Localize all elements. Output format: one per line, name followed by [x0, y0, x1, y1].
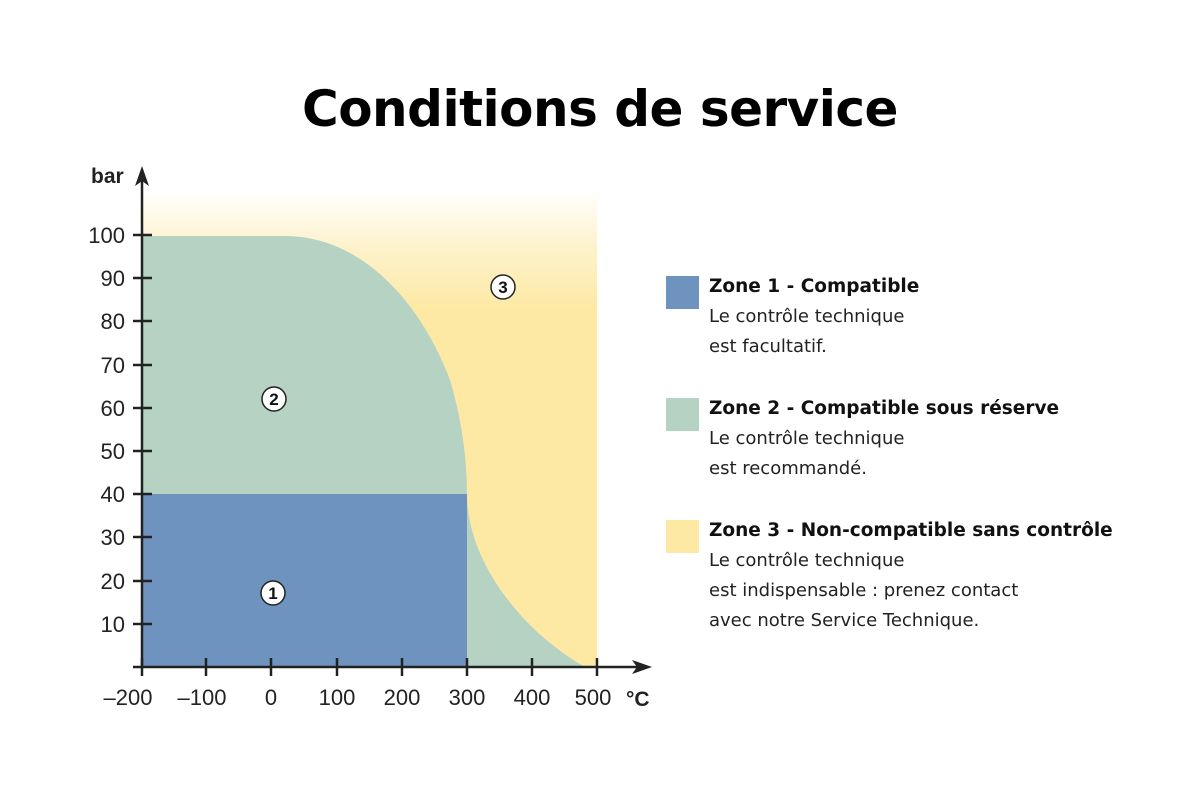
- legend-desc: Le contrôle technique: [709, 428, 905, 449]
- x-axis-unit: °C: [626, 688, 650, 711]
- svg-text:0: 0: [265, 685, 277, 710]
- svg-text:50: 50: [101, 439, 125, 464]
- svg-text:30: 30: [101, 525, 125, 550]
- svg-text:10: 10: [101, 612, 125, 637]
- svg-text:20: 20: [101, 569, 125, 594]
- legend-desc: avec notre Service Technique.: [709, 610, 980, 631]
- page-title: Conditions de service: [302, 80, 898, 138]
- zone-3-swatch: [666, 520, 699, 553]
- svg-text:80: 80: [101, 309, 125, 334]
- zone-2-swatch: [666, 398, 699, 431]
- zone-3-badge: 3: [490, 274, 516, 300]
- legend-title: Zone 1 - Compatible: [709, 276, 920, 297]
- svg-text:1: 1: [268, 584, 277, 603]
- svg-text:100: 100: [88, 223, 125, 248]
- legend-item-zone-3: Zone 3 - Non-compatible sans contrôle Le…: [666, 516, 1186, 636]
- legend-desc: est recommandé.: [709, 458, 867, 479]
- svg-text:3: 3: [498, 278, 507, 297]
- y-axis-arrow-icon: [135, 166, 149, 186]
- x-tick-labels: –200 –100 0 100 200 300 400 500: [104, 685, 612, 710]
- zone-1-badge: 1: [260, 580, 286, 606]
- legend-item-zone-1: Zone 1 - Compatible Le contrôle techniqu…: [666, 272, 1186, 362]
- legend-desc: est facultatif.: [709, 336, 827, 357]
- svg-text:100: 100: [319, 685, 356, 710]
- legend-title: Zone 2 - Compatible sous réserve: [709, 398, 1060, 419]
- x-ticks: [140, 658, 599, 676]
- zone-2-badge: 2: [261, 386, 287, 412]
- svg-text:200: 200: [384, 685, 421, 710]
- legend-desc: est indispensable : prenez contact: [709, 580, 1019, 601]
- svg-text:400: 400: [514, 685, 551, 710]
- svg-text:40: 40: [101, 482, 125, 507]
- x-axis-arrow-icon: [632, 660, 652, 674]
- svg-text:–200: –200: [104, 685, 153, 710]
- legend-item-zone-2: Zone 2 - Compatible sous réserve Le cont…: [666, 394, 1186, 484]
- svg-text:60: 60: [101, 396, 125, 421]
- svg-text:70: 70: [101, 353, 125, 378]
- svg-text:300: 300: [449, 685, 486, 710]
- svg-text:90: 90: [101, 266, 125, 291]
- y-tick-labels: 100 90 80 70 60 50 40 30 20 10: [88, 223, 125, 637]
- legend: Zone 1 - Compatible Le contrôle techniqu…: [666, 272, 1186, 636]
- legend-title: Zone 3 - Non-compatible sans contrôle: [709, 520, 1113, 541]
- zone-1-area: [142, 494, 467, 667]
- svg-text:2: 2: [269, 390, 278, 409]
- svg-text:500: 500: [575, 685, 612, 710]
- y-axis-unit: bar: [91, 165, 124, 188]
- zone-1-swatch: [666, 276, 699, 309]
- y-ticks: [133, 233, 152, 626]
- legend-desc: Le contrôle technique: [709, 306, 905, 327]
- svg-text:–100: –100: [178, 685, 227, 710]
- legend-desc: Le contrôle technique: [709, 550, 905, 571]
